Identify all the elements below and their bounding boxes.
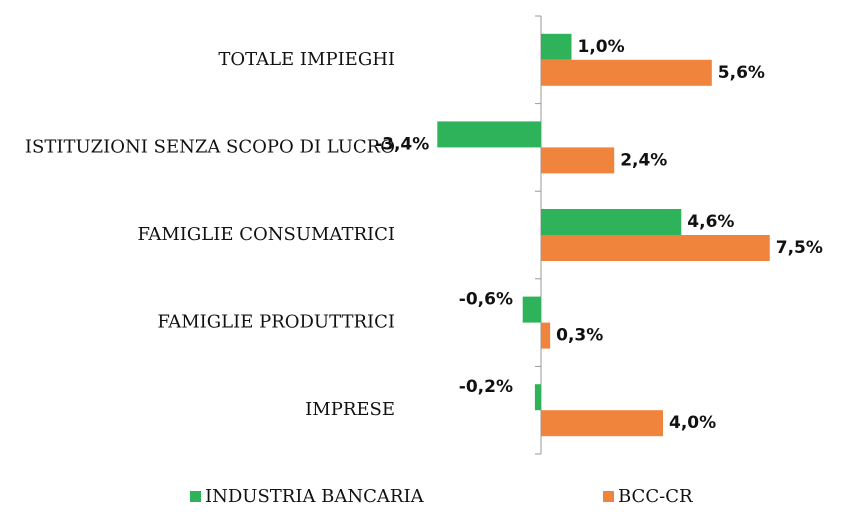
legend-swatch <box>603 491 614 502</box>
bar <box>541 59 712 86</box>
value-label: 4,6% <box>687 212 734 232</box>
category-label: ISTITUZIONI SENZA SCOPO DI LUCRO <box>25 136 395 157</box>
legend-label: BCC-CR <box>618 486 693 507</box>
value-label: -3,4% <box>375 134 429 154</box>
bar <box>541 147 615 174</box>
bar <box>541 209 682 235</box>
value-label: 2,4% <box>620 150 667 170</box>
value-label: 1,0% <box>578 37 625 57</box>
bar <box>437 121 541 148</box>
value-label: 0,3% <box>556 326 603 346</box>
value-label: 4,0% <box>669 413 716 433</box>
category-label: FAMIGLIE PRODUTTRICI <box>157 312 395 333</box>
bar <box>541 235 770 261</box>
legend-swatch <box>190 491 201 502</box>
bar <box>541 322 551 349</box>
value-label: -0,2% <box>459 377 513 397</box>
legend-label: INDUSTRIA BANCARIA <box>205 486 425 507</box>
category-label: TOTALE IMPIEGHI <box>218 49 395 70</box>
value-label: 5,6% <box>718 63 765 83</box>
category-label: IMPRESE <box>305 399 395 420</box>
value-label: -0,6% <box>459 290 513 310</box>
bar <box>541 410 663 437</box>
bar <box>522 296 541 323</box>
bar <box>541 33 572 60</box>
value-label: 7,5% <box>776 238 823 258</box>
category-label: FAMIGLIE CONSUMATRICI <box>137 224 395 245</box>
bar <box>534 384 541 411</box>
